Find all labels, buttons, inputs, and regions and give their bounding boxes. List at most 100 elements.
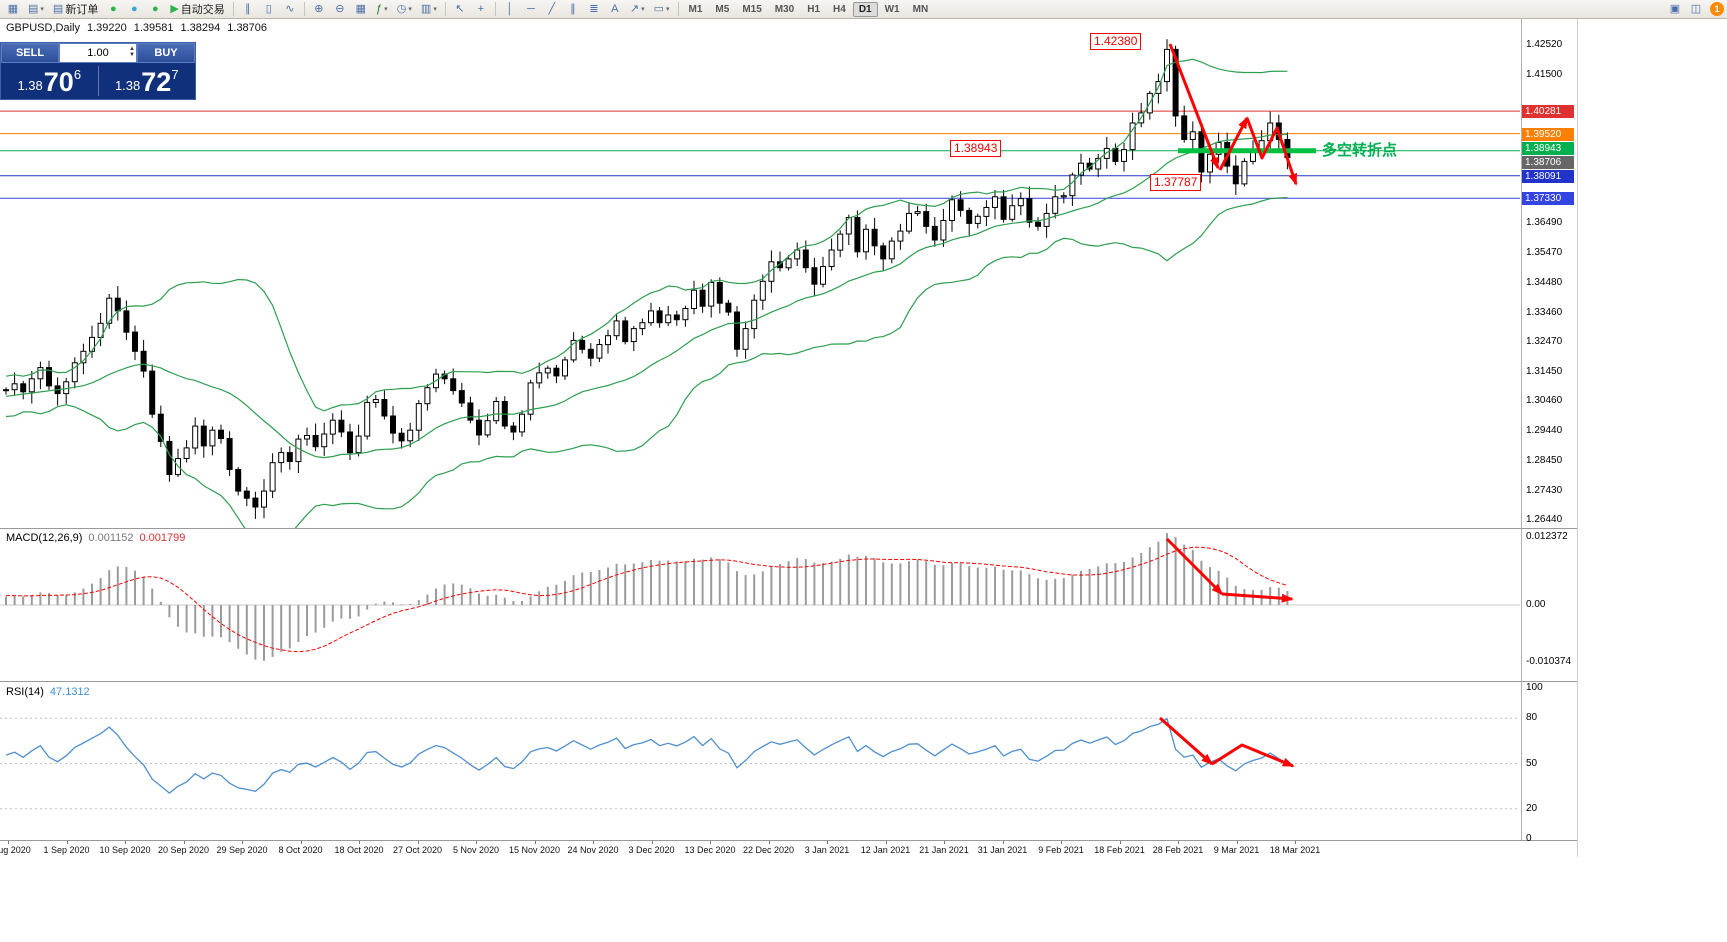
pivot-price-annotation[interactable]: 1.38943 <box>950 140 1002 157</box>
horizontal-line-icon: ─ <box>526 2 535 15</box>
buy-button[interactable]: BUY <box>137 43 195 63</box>
trendline-button[interactable]: ╱ <box>542 1 562 18</box>
trend-arrow[interactable] <box>1159 716 1214 766</box>
templates-button[interactable]: ▥ ▾ <box>417 1 441 18</box>
ask-big-figure: 1.38 <box>114 78 141 93</box>
quote-low: 1.38294 <box>180 22 221 34</box>
candlestick-chart-button[interactable]: ▯ <box>259 1 279 18</box>
shapes-tool-button[interactable]: ▭ ▾ <box>650 1 674 18</box>
trend-arrows[interactable] <box>1165 537 1294 603</box>
auto-trading-icon: ▶ <box>170 2 179 15</box>
periods-button[interactable]: ◷ ▾ <box>393 1 416 18</box>
vertical-line-button[interactable]: │ <box>500 1 520 18</box>
price-tag-1.38091: 1.38091 <box>1522 169 1574 183</box>
timeframe-w1-button[interactable]: W1 <box>884 3 900 15</box>
timeframe-h1-button[interactable]: H1 <box>807 3 821 15</box>
price-axis[interactable]: 1.42520 1.41500 1.36490 1.35470 1.34480 1.334… <box>1522 0 1578 942</box>
price-tick-label: 1.36490 <box>1526 217 1563 229</box>
macd-panel-canvas[interactable] <box>0 529 1520 681</box>
turning-point-annotation[interactable]: 多空转折点 <box>1322 142 1398 159</box>
time-tick <box>66 841 68 844</box>
trend-arrow[interactable] <box>1245 117 1298 186</box>
market-watch-button[interactable]: ● <box>103 1 123 18</box>
ask-pips: 72 <box>141 67 172 97</box>
bid-price[interactable]: 1.38 70 6 <box>1 63 98 99</box>
cursor-button[interactable]: ↖ <box>450 1 470 18</box>
auto-trading-button[interactable]: ▶ 自动交易 <box>166 1 228 18</box>
macd-rsi-separator[interactable] <box>0 681 1577 682</box>
strategy-tester-button[interactable]: ● <box>145 1 165 18</box>
trend-arrow[interactable] <box>1221 592 1294 603</box>
time-label: 8 Oct 2020 <box>278 845 323 855</box>
chart-profiles-button[interactable]: ▤ ▾ <box>24 1 48 18</box>
templates-icon: ▥ <box>420 2 432 15</box>
rsi-axis-label: 100 <box>1526 682 1543 693</box>
support-price-annotation[interactable]: 1.37787 <box>1150 174 1202 191</box>
crosshair-button[interactable]: + <box>471 1 491 18</box>
indicators-button[interactable]: ƒ ▾ <box>372 1 392 18</box>
time-tick <box>8 841 9 844</box>
zoom-out-button[interactable]: ⊖ <box>330 1 350 18</box>
trend-arrows[interactable] <box>1168 43 1298 186</box>
bar-chart-icon: ∥ <box>245 2 251 15</box>
fibonacci-button[interactable]: ≣ <box>584 1 604 18</box>
bar-chart-button[interactable]: ∥ <box>238 1 258 18</box>
trend-arrows[interactable] <box>1159 716 1295 768</box>
time-label: 13 Dec 2020 <box>684 845 736 855</box>
timeframe-m5-button[interactable]: M5 <box>715 3 730 15</box>
new-chart-button[interactable]: ▦ <box>3 1 23 18</box>
trend-arrow[interactable] <box>1211 743 1295 768</box>
text-label-button[interactable]: A <box>605 1 625 18</box>
sell-button[interactable]: SELL <box>1 43 59 63</box>
trend-arrow[interactable] <box>1165 537 1224 596</box>
main-macd-separator[interactable] <box>0 528 1577 529</box>
timeframe-mn-button[interactable]: MN <box>912 3 929 15</box>
bollinger-upper-line <box>5 58 1288 412</box>
chart-shift-button[interactable]: ▣ <box>1665 1 1685 18</box>
line-chart-button[interactable]: ∿ <box>280 1 300 18</box>
trend-arrow[interactable] <box>1168 43 1220 170</box>
equidistant-channel-button[interactable]: ∥ <box>563 1 583 18</box>
time-label: 18 Mar 2021 <box>1269 845 1321 855</box>
time-label: 10 Sep 2020 <box>99 845 151 855</box>
new-order-button[interactable]: ▤ 新订单 <box>49 1 102 18</box>
rsi-panel-canvas[interactable] <box>0 682 1520 840</box>
chart-profiles-icon: ▤ <box>28 2 39 15</box>
time-tick <box>710 841 711 844</box>
timeframe-m15-button[interactable]: M15 <box>742 3 762 15</box>
trend-arrow[interactable] <box>1218 116 1249 171</box>
time-label: 27 Oct 2020 <box>392 845 443 855</box>
timeframe-d1-button[interactable]: D1 <box>852 1 878 17</box>
tile-windows-button[interactable]: ▦ <box>351 1 371 18</box>
timeframe-h4-button[interactable]: H4 <box>833 3 846 15</box>
rsi-axis-label: 80 <box>1526 712 1538 724</box>
timeframe-m30-button[interactable]: M30 <box>774 3 795 15</box>
ask-price[interactable]: 1.38 72 7 <box>99 63 196 99</box>
time-tick <box>768 841 770 844</box>
data-window-button[interactable]: ● <box>124 1 144 18</box>
volume-up-icon[interactable]: ▲ <box>129 46 135 52</box>
time-label: 20 Sep 2020 <box>157 845 210 855</box>
timeframe-m1-button[interactable]: M1 <box>688 3 703 15</box>
horizontal-level-lines[interactable] <box>0 110 1520 199</box>
quote-close: 1.38706 <box>227 22 268 34</box>
time-label: 22 Dec 2020 <box>742 845 795 855</box>
rsi-timeaxis-separator <box>0 840 1577 841</box>
toolbar-separator <box>232 2 234 16</box>
time-label: 29 Sep 2020 <box>216 845 268 855</box>
chart-profiles-caret-icon: ▾ <box>40 6 44 13</box>
price-chart-canvas[interactable] <box>0 18 1520 528</box>
peak-price-annotation[interactable]: 1.42380 <box>1090 33 1142 50</box>
zoom-in-button[interactable]: ⊕ <box>309 1 329 18</box>
volume-input[interactable]: 1.00 ▲ ▼ <box>59 43 137 63</box>
auto-scroll-button[interactable]: ◫ <box>1686 1 1706 18</box>
arrows-tool-button[interactable]: ↗ ▾ <box>626 1 649 18</box>
bid-big-figure: 1.38 <box>17 78 43 93</box>
time-axis[interactable]: 3 Aug 2020 1 Sep 2020 10 Sep 2020 20 Sep 20… <box>0 841 1577 857</box>
time-tick <box>1119 841 1121 844</box>
time-label: 3 Dec 2020 <box>628 845 675 855</box>
horizontal-line-button[interactable]: ─ <box>521 1 541 18</box>
main-toolbar: ▦ ▤ ▾ ▤ 新订单 ● ● ● ▶ 自动交易 ∥ ▯ ∿ ⊕ ⊖ ▦ ƒ ▾ ◷ ▾ ▥ ▾ ↖ + │ ─ ╱ ∥ ≣ A ↗ ▾ ▭ ▾ M… <box>0 0 1727 19</box>
volume-down-icon[interactable]: ▼ <box>129 52 135 58</box>
notification-badge[interactable]: 1 <box>1710 2 1724 16</box>
